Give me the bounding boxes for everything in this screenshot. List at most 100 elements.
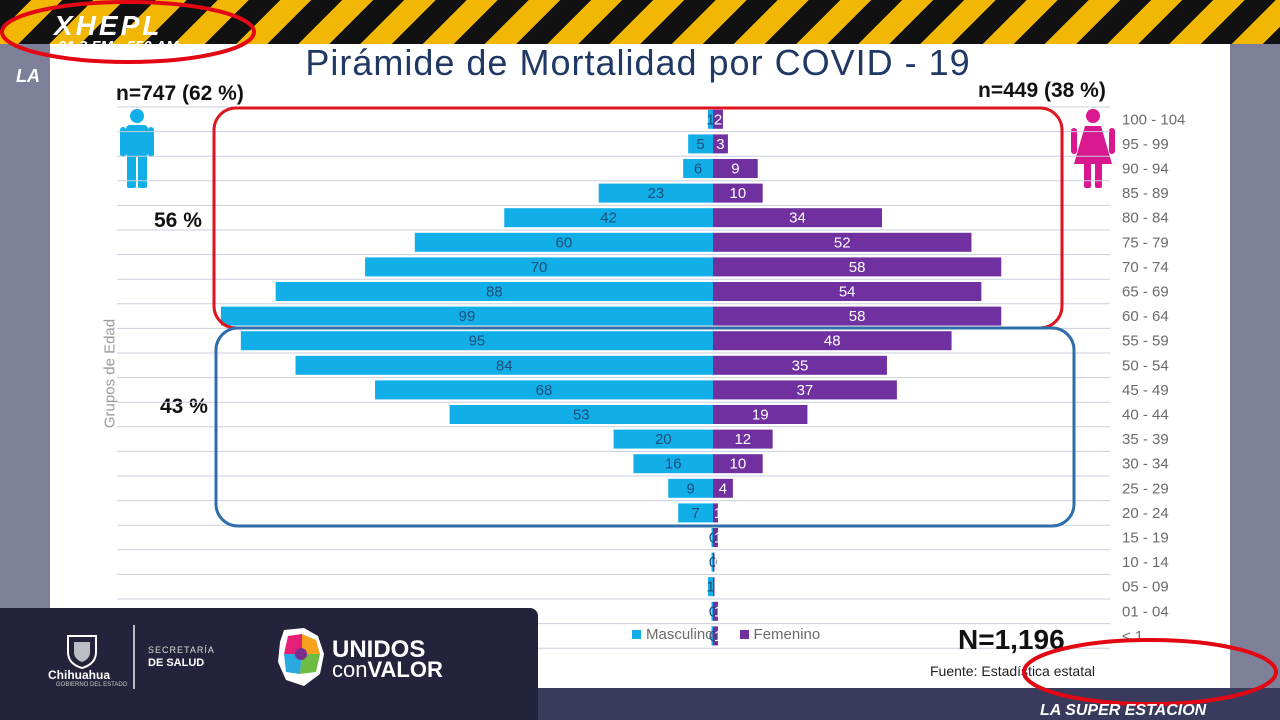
data-label-femenino: 12	[734, 431, 751, 448]
tick-label-age-group: 65 - 69	[1122, 284, 1169, 301]
bar-masculino	[708, 577, 713, 597]
bar-masculino	[504, 208, 713, 228]
secretaria-line1: SECRETARÍA	[148, 645, 215, 655]
station-logo-top-left	[0, 0, 256, 64]
data-label-femenino: 52	[834, 234, 851, 251]
data-label-femenino: 4	[719, 480, 727, 497]
data-label-femenino: 1	[714, 530, 722, 547]
data-label-masculino: 1	[706, 579, 714, 596]
bar-femenino	[713, 306, 1002, 326]
tick-label-age-group: 60 - 64	[1122, 308, 1169, 325]
data-label-masculino: 68	[536, 382, 553, 399]
bar-masculino	[598, 183, 713, 203]
data-label-femenino: 34	[789, 210, 806, 227]
tick-label-age-group: 75 - 79	[1122, 234, 1169, 251]
data-label-masculino: 99	[459, 308, 476, 325]
data-label-masculino: 9	[686, 480, 694, 497]
data-label-masculino: 7	[691, 505, 699, 522]
data-label-masculino: 5	[696, 136, 704, 153]
data-label-masculino: 0	[709, 603, 717, 620]
tick-label-age-group: 85 - 89	[1122, 185, 1169, 202]
bar-masculino	[295, 355, 713, 375]
tick-label-age-group: 01 - 04	[1122, 603, 1169, 620]
bar-femenino	[713, 601, 718, 621]
bar-masculino	[711, 552, 713, 572]
bar-femenino	[713, 528, 718, 547]
bar-masculino	[688, 134, 713, 154]
data-label-femenino: 58	[849, 259, 866, 276]
y-axis-label: Grupos de Edad	[101, 318, 119, 429]
bar-masculino	[668, 478, 713, 498]
data-label-femenino: 10	[730, 185, 747, 202]
tick-label-age-group: 25 - 29	[1122, 480, 1169, 497]
lower-group-percent: 43 %	[160, 395, 208, 418]
bar-masculino	[633, 454, 713, 474]
tick-label-age-group: 55 - 59	[1122, 333, 1169, 350]
bar-femenino	[713, 257, 1002, 277]
female-count: n=449 (38 %)	[978, 79, 1106, 102]
bar-masculino	[220, 306, 713, 326]
secretaria-line2: DE SALUD	[148, 657, 205, 669]
data-label-femenino: 9	[731, 161, 739, 178]
tick-label-age-group: 45 - 49	[1122, 382, 1169, 399]
station-slogan: LA SUPER ESTACION	[1040, 702, 1207, 719]
bar-masculino	[449, 405, 713, 424]
state-seal-icon	[67, 635, 97, 670]
bar-masculino	[240, 331, 713, 351]
legend-masculino: Masculino	[632, 626, 714, 643]
tick-label-age-group: 40 - 44	[1122, 407, 1169, 424]
bar-femenino	[713, 282, 982, 301]
data-label-masculino: 42	[600, 210, 617, 227]
tick-label-age-group: 20 - 24	[1122, 505, 1169, 522]
bar-femenino	[713, 577, 715, 597]
male-count: n=747 (62 %)	[116, 82, 244, 105]
tick-label-age-group: 80 - 84	[1122, 210, 1169, 227]
data-label-masculino: 0	[709, 530, 717, 547]
bar-masculino	[711, 626, 713, 646]
legend-femenino: Femenino	[739, 626, 820, 643]
bar-femenino	[713, 380, 897, 400]
data-label-femenino: 10	[730, 456, 747, 473]
data-label-masculino: 1	[706, 111, 714, 128]
data-label-masculino: 16	[665, 456, 682, 473]
data-label-femenino: 1	[714, 628, 722, 645]
data-label-masculino: 53	[573, 407, 590, 424]
data-label-femenino: 54	[839, 284, 856, 301]
bar-masculino	[708, 109, 713, 129]
source-note: Fuente: Estadística estatal	[930, 663, 1095, 679]
bar-masculino	[365, 257, 713, 277]
station-logo-bottom-right	[1022, 638, 1278, 706]
bar-masculino	[414, 232, 713, 252]
data-label-masculino: 0	[709, 628, 717, 645]
bar-femenino	[713, 503, 718, 523]
data-label-femenino: 1	[714, 603, 722, 620]
gov-subtitle: GOBIERNO DEL ESTADO	[56, 682, 128, 688]
data-label-masculino: 70	[531, 259, 548, 276]
female-person-icon	[1071, 109, 1115, 188]
bar-femenino	[713, 232, 972, 252]
station-name: XHEPL	[54, 10, 163, 41]
bar-femenino	[713, 159, 758, 178]
bar-masculino	[683, 159, 713, 178]
bar-femenino	[713, 626, 718, 646]
data-label-femenino: 37	[797, 382, 814, 399]
gov-name: Chihuahua	[48, 668, 110, 682]
bar-masculino	[375, 380, 713, 400]
tick-label-age-group: 10 - 14	[1122, 554, 1169, 571]
data-label-masculino: 88	[486, 284, 503, 301]
data-label-femenino: 0	[714, 554, 722, 571]
data-label-masculino: 6	[694, 161, 702, 178]
data-label-femenino: 48	[824, 333, 841, 350]
data-label-masculino: 84	[496, 357, 513, 374]
data-label-masculino: 23	[648, 185, 665, 202]
bar-masculino	[678, 503, 713, 523]
male-person-icon	[120, 109, 154, 188]
data-label-femenino: 2	[714, 111, 722, 128]
bar-masculino	[613, 429, 713, 449]
station-la-text: LA	[16, 66, 40, 86]
tick-label-age-group: 100 - 104	[1122, 111, 1185, 128]
data-label-femenino: 1	[714, 505, 722, 522]
bar-femenino	[713, 208, 882, 228]
data-label-masculino: 0	[709, 554, 717, 571]
